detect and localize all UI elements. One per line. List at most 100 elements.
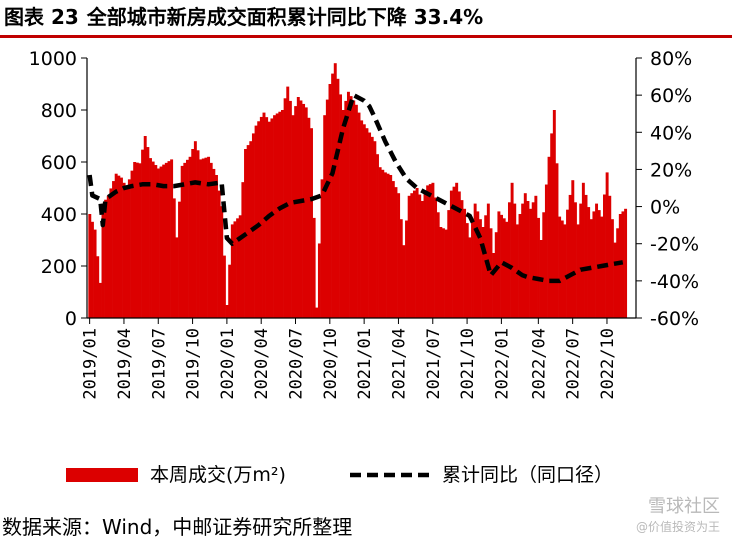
bar: [423, 193, 427, 318]
bar: [597, 210, 601, 318]
figure-title: 图表 23 全部城市新房成交面积累计同比下降 33.4%: [0, 0, 732, 38]
bar: [465, 223, 469, 318]
bar: [544, 184, 548, 318]
bar: [412, 190, 416, 318]
bar: [156, 168, 160, 318]
bar: [405, 220, 408, 318]
bar: [558, 216, 562, 318]
bar: [275, 113, 279, 318]
x-tick-label: 2020/10: [321, 328, 341, 400]
bar: [333, 63, 337, 319]
bar: [513, 203, 517, 318]
bar: [381, 169, 385, 318]
bar: [610, 219, 614, 318]
bar: [579, 203, 583, 318]
bar: [170, 159, 174, 318]
bars-layer: [88, 63, 628, 319]
bar: [397, 193, 401, 318]
watermark: 雪球社区 @价值投资为王: [620, 496, 720, 542]
figure-label: 图表 23: [4, 5, 79, 29]
bar: [304, 107, 308, 319]
bar: [183, 162, 187, 318]
bar: [605, 172, 609, 318]
cumulative-yoy-line: [87, 92, 624, 284]
bar: [368, 132, 372, 318]
legend: 本周成交(万m²) 累计同比（同口径）: [66, 464, 613, 486]
bar: [383, 172, 387, 318]
bar: [325, 99, 329, 318]
bar: [267, 121, 271, 318]
bar: [444, 229, 448, 318]
bar: [104, 199, 108, 318]
bar: [563, 224, 567, 318]
bar: [236, 218, 240, 318]
right-tick-label: 60%: [650, 85, 692, 107]
bar: [207, 156, 211, 318]
bar: [365, 128, 369, 318]
right-tick-label: -40%: [650, 271, 699, 293]
bar: [251, 133, 255, 318]
bar: [431, 182, 435, 318]
left-tick-label: 400: [41, 204, 77, 226]
bar: [212, 168, 216, 318]
left-tick-label: 0: [65, 308, 77, 330]
right-tick-label: 80%: [650, 48, 692, 70]
bar: [571, 180, 575, 318]
bar: [449, 190, 453, 318]
legend-bar-label: 本周成交(万m²): [150, 464, 286, 486]
bar: [241, 182, 245, 318]
bar: [188, 156, 192, 318]
bar: [566, 209, 569, 318]
watermark-sub: @价值投资为王: [635, 520, 720, 534]
bar: [455, 182, 459, 318]
bar: [568, 194, 572, 318]
x-tick-label: 2020/04: [252, 328, 272, 400]
bar: [159, 166, 163, 318]
bar: [608, 195, 612, 318]
bar: [354, 104, 358, 318]
bar: [125, 188, 129, 318]
bar: [418, 194, 422, 318]
bar: [204, 157, 208, 318]
figure-title-text: 全部城市新房成交面积累计同比下降 33.4%: [86, 5, 484, 29]
bar: [547, 156, 551, 318]
bar: [613, 242, 617, 318]
bar: [323, 115, 327, 318]
bar: [584, 194, 588, 318]
axes-layer: 0 200 400 600 800 1000 -60% -40% -20% 0% 20% 40% 60%…: [29, 48, 699, 400]
bar: [481, 227, 485, 318]
bar: [391, 181, 395, 318]
bar: [215, 175, 218, 318]
bar: [281, 110, 284, 318]
bar: [230, 224, 234, 318]
bar: [370, 136, 374, 318]
bar: [484, 215, 488, 318]
bar: [312, 217, 316, 318]
bar: [151, 161, 155, 318]
bar: [96, 256, 100, 318]
bar: [352, 100, 356, 318]
bar: [497, 211, 501, 318]
legend-bar-swatch: [66, 468, 138, 482]
bar: [494, 232, 498, 318]
bar: [349, 96, 353, 318]
right-tick-label: -60%: [650, 308, 699, 330]
left-tick-label: 800: [41, 100, 77, 122]
left-tick-label: 600: [41, 152, 77, 174]
bar: [257, 121, 261, 319]
bar: [220, 206, 224, 318]
bar: [463, 208, 467, 318]
bar: [560, 220, 564, 318]
bar: [122, 182, 126, 318]
bar: [196, 150, 200, 318]
bar: [262, 112, 266, 318]
bar: [442, 228, 445, 318]
bar: [376, 154, 379, 318]
bar: [167, 161, 171, 318]
bar: [201, 158, 205, 318]
bar: [328, 84, 332, 318]
left-tick-label: 200: [41, 256, 77, 278]
bar: [339, 94, 342, 319]
bar: [415, 188, 419, 318]
bar: [254, 125, 258, 318]
